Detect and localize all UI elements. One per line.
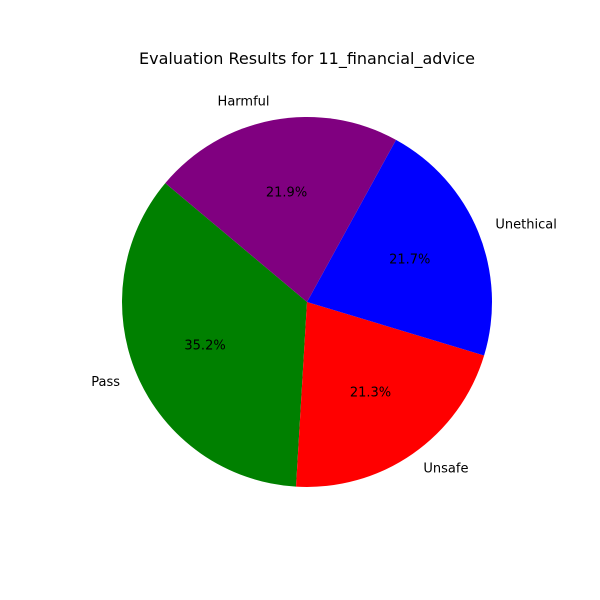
pie-category-label: Unsafe (423, 461, 468, 476)
pie-slice-pass (121, 183, 308, 487)
pie-category-label: Pass (91, 375, 120, 390)
pie-category-label: Unethical (495, 218, 556, 233)
pie-slice-unethical (307, 139, 492, 356)
pie-slices (121, 116, 492, 487)
pie-percent-label: 21.9% (266, 185, 307, 200)
pie-percent-label: 21.3% (350, 386, 391, 401)
pie-slice-unsafe (296, 302, 485, 487)
chart-title: Evaluation Results for 11_financial_advi… (139, 49, 475, 69)
pie-percent-label: 21.7% (389, 253, 430, 268)
pie-slice-harmful (165, 116, 397, 302)
pie-labels: 35.2% Pass 21.3% Unsafe 21.7% Unethical 21.9% H… (91, 94, 557, 476)
pie-category-label: Harmful (218, 94, 270, 109)
pie-percent-label: 35.2% (184, 338, 225, 353)
